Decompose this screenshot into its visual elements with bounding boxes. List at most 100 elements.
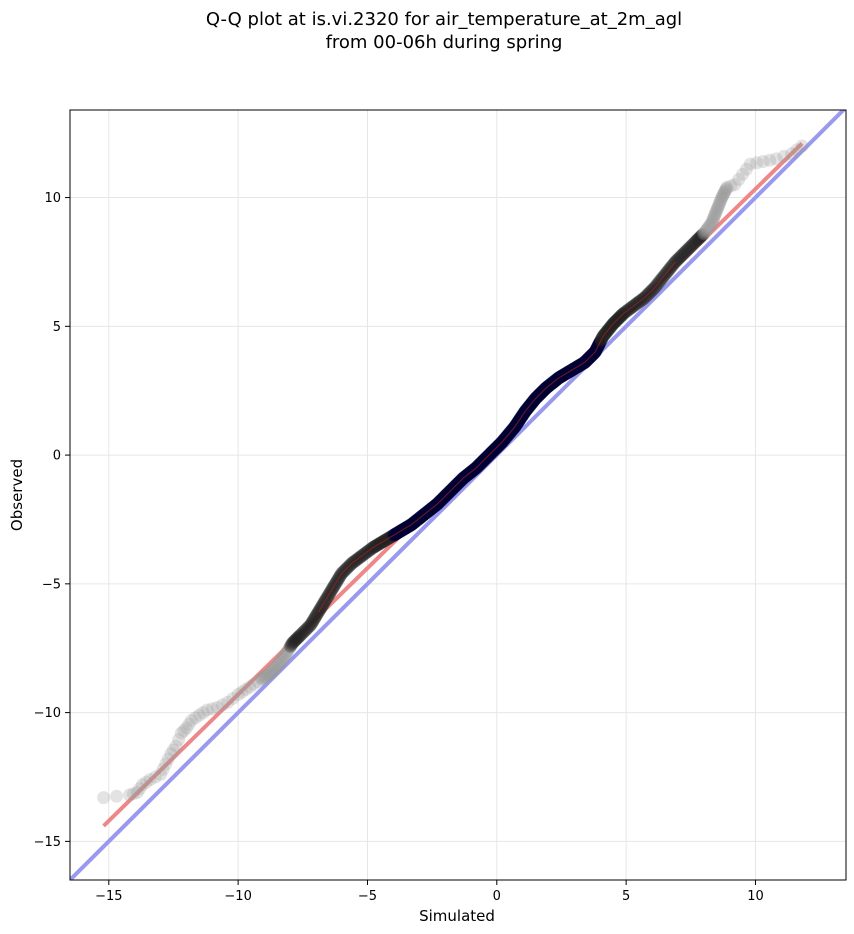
quantile-point xyxy=(161,752,175,766)
quantile-point xyxy=(254,672,268,686)
quantile-point xyxy=(724,179,738,193)
quantile-point xyxy=(719,182,733,196)
quantile-point xyxy=(790,143,804,157)
quantile-point xyxy=(275,653,289,667)
quantile-point xyxy=(706,211,720,225)
y-tick-label: −10 xyxy=(34,706,61,721)
quantile-point xyxy=(710,202,724,216)
quantile-point xyxy=(264,665,278,679)
quantile-point xyxy=(704,218,718,232)
quantile-point xyxy=(277,650,291,664)
quantile-point xyxy=(695,229,709,243)
quantile-point xyxy=(216,698,230,712)
quantile-point xyxy=(743,157,757,171)
quantile-point xyxy=(271,658,285,672)
quantile-point xyxy=(239,682,253,696)
quantile-point xyxy=(693,230,707,244)
quantile-point xyxy=(308,610,322,624)
quantile-point xyxy=(192,708,206,722)
fit-line-overlay xyxy=(317,261,676,613)
quantile-point xyxy=(169,739,183,753)
quantile-point xyxy=(226,691,240,705)
quantile-point xyxy=(231,688,245,702)
quantile-point xyxy=(696,228,710,242)
quantile-point xyxy=(310,607,324,621)
quantile-point xyxy=(255,671,269,685)
quantile-point xyxy=(172,733,186,747)
quantile-point xyxy=(683,241,697,255)
quantile-point xyxy=(702,220,716,234)
quantile-point xyxy=(750,156,764,170)
quantile-point xyxy=(719,183,733,197)
quantile-point xyxy=(300,622,314,636)
quantile-point xyxy=(159,757,173,771)
y-axis-label: Observed xyxy=(8,459,26,531)
quantile-point xyxy=(306,615,319,629)
quantile-point xyxy=(736,167,750,181)
x-tick-label: 5 xyxy=(622,889,630,904)
quantile-point xyxy=(698,225,712,239)
quantile-point xyxy=(763,153,777,167)
quantile-point xyxy=(714,192,728,206)
quantile-point xyxy=(290,631,304,645)
quantile-point xyxy=(291,630,305,644)
quantile-point xyxy=(697,227,711,241)
quantile-point xyxy=(700,223,714,237)
quantile-point xyxy=(756,155,770,169)
x-tick-label: −15 xyxy=(95,889,122,904)
quantile-point xyxy=(712,197,726,211)
quantile-point xyxy=(262,667,276,681)
quantile-point xyxy=(188,711,202,725)
quantile-point xyxy=(307,612,321,626)
y-tick-label: −5 xyxy=(42,577,61,592)
y-tick-label: 10 xyxy=(44,191,61,206)
quantile-point xyxy=(717,185,731,199)
quantile-point xyxy=(720,180,734,194)
quantile-point xyxy=(296,626,310,640)
quantile-point xyxy=(301,621,315,635)
quantile-point xyxy=(681,242,695,256)
quantile-point xyxy=(699,224,713,238)
quantile-point xyxy=(713,195,727,209)
quantile-point xyxy=(673,250,687,264)
quantile-point xyxy=(715,189,729,203)
quantile-point xyxy=(306,613,320,627)
quantile-point xyxy=(266,663,280,677)
quantile-point xyxy=(281,644,295,658)
quantile-point xyxy=(205,702,219,716)
quantile-point xyxy=(304,618,318,632)
quantile-point xyxy=(691,232,705,246)
quantile-point xyxy=(282,643,296,657)
quantile-point xyxy=(272,657,286,671)
quantile-point xyxy=(680,243,694,257)
quantile-point xyxy=(177,724,191,738)
quantile-point xyxy=(298,623,312,637)
quantile-point xyxy=(268,661,282,675)
quantile-point xyxy=(259,669,273,683)
quantile-point xyxy=(139,775,153,789)
quantile-point xyxy=(143,773,157,787)
quantile-point xyxy=(689,234,703,248)
plot-frame xyxy=(69,109,847,881)
quantile-point xyxy=(710,203,724,217)
identity-line-group xyxy=(70,110,846,880)
quantile-point xyxy=(785,147,799,161)
quantile-point xyxy=(285,636,299,650)
quantile-point xyxy=(130,785,144,799)
chart-title: Q-Q plot at is.vi.2320 for air_temperatu… xyxy=(206,9,682,30)
quantile-point xyxy=(270,659,284,673)
quantile-point xyxy=(279,647,293,661)
quantile-point xyxy=(243,680,257,694)
quantile-point xyxy=(200,703,214,717)
quantile-point xyxy=(309,608,323,622)
quantile-point xyxy=(701,221,715,235)
quantile-point xyxy=(196,706,210,720)
quantile-point xyxy=(716,188,730,202)
x-tick-label: 10 xyxy=(747,889,764,904)
x-tick-label: 0 xyxy=(493,889,501,904)
quantile-point xyxy=(284,639,298,653)
quantile-point xyxy=(706,213,720,227)
x-axis-label: Simulated xyxy=(419,907,495,925)
quantile-point xyxy=(221,695,235,709)
